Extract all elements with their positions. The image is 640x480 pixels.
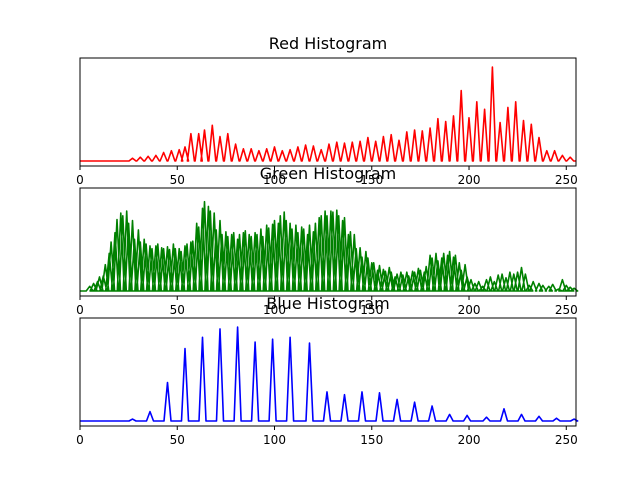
blue-axes-frame [79,317,577,427]
green-x-tick-label: 50 [170,303,185,317]
blue-histogram-title: Blue Histogram [266,294,390,313]
blue-x-tick-label: 100 [263,433,286,447]
blue-x-tick-label: 250 [555,433,578,447]
green-x-tick-label: 250 [555,303,578,317]
blue-x-tick-label: 50 [170,433,185,447]
red-histogram-panel: 0 50 100 150 200 250 Red Histogram [76,34,578,187]
red-x-tick-label: 50 [170,173,185,187]
green-x-tick-label: 100 [263,303,286,317]
green-histogram-panel: 0 50 100 150 200 250 Green Histogram [76,164,579,317]
red-x-tick-label: 200 [458,173,481,187]
red-x-tick-label: 0 [76,173,84,187]
blue-x-tick-label: 0 [76,433,84,447]
blue-histogram-line [80,326,579,422]
red-x-tick-label: 150 [360,173,383,187]
green-histogram-line [80,200,579,292]
green-histogram-title: Green Histogram [260,164,397,183]
red-x-tick-label: 250 [555,173,578,187]
blue-histogram-panel: 0 50 100 150 200 250 Blue Histogram [76,294,579,447]
red-axes-frame [79,57,577,167]
green-x-tick-label: 0 [76,303,84,317]
green-axes-frame [79,187,577,297]
red-histogram-line [80,66,576,162]
blue-x-tick-label: 150 [360,433,383,447]
blue-x-tick-label: 200 [458,433,481,447]
green-x-tick-label: 150 [360,303,383,317]
red-histogram-title: Red Histogram [269,34,387,53]
green-x-tick-label: 200 [458,303,481,317]
red-x-tick-label: 100 [263,173,286,187]
